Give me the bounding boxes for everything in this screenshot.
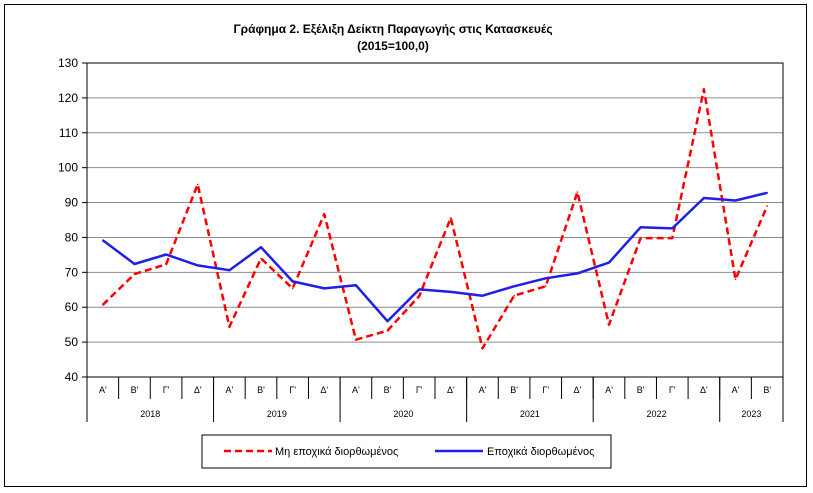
y-tick-label: 120 [58,91,78,105]
x-tick-label: Α' [479,385,487,395]
data-point-seasonal [544,277,547,280]
year-label: 2019 [267,409,287,419]
data-point-seasonal [323,287,326,290]
x-tick-label: Α' [99,385,107,395]
data-point-seasonal [639,226,642,229]
x-tick-label: Δ' [573,385,581,395]
legend-label-seasonal: Εποχικά διορθωμένος [487,446,594,458]
data-point-non-seasonal [513,294,515,297]
data-point-non-seasonal [450,217,452,219]
data-point-seasonal [671,227,674,230]
data-point-seasonal [196,264,199,267]
data-point-non-seasonal [386,329,389,332]
data-point-non-seasonal [766,205,768,207]
x-tick-label: Δ' [320,385,328,395]
chart-title: Γράφημα 2. Εξέλιξη Δείκτη Παραγωγής στις… [233,22,552,36]
data-point-seasonal [576,272,579,275]
x-tick-label: Β' [637,385,645,395]
series-lines [101,87,769,350]
data-point-non-seasonal [355,338,357,341]
series-line-non-seasonal [101,87,769,350]
data-point-seasonal [703,197,705,199]
axes [86,62,784,378]
data-point-seasonal [513,285,515,288]
chart-frame: Γράφημα 2. Εξέλιξη Δείκτη Παραγωγής στις… [4,4,807,487]
data-point-non-seasonal [639,237,642,239]
data-point-non-seasonal [260,257,262,260]
chart-subtitle: (2015=100,0) [357,39,429,53]
year-label: 2023 [741,409,761,419]
y-tick-label: 100 [58,161,78,175]
data-point-non-seasonal [133,273,136,275]
y-tick-label: 90 [65,196,79,210]
legend-label-non-seasonal: Μη εποχικά διορθωμένος [275,446,398,458]
data-point-seasonal [355,284,357,287]
data-point-seasonal [481,294,484,297]
x-tick-label: Δ' [700,385,708,395]
data-point-seasonal [418,288,420,291]
y-tick-label: 60 [65,300,79,314]
data-point-non-seasonal [576,191,579,193]
x-tick-label: Α' [732,385,740,395]
y-tick-label: 50 [65,335,79,349]
data-point-non-seasonal [102,303,104,306]
x-tick-label: Β' [763,385,771,395]
data-point-seasonal [608,261,610,264]
data-point-non-seasonal [734,278,737,281]
data-point-non-seasonal [671,237,674,239]
data-point-seasonal [450,291,452,293]
data-point-non-seasonal [323,213,326,215]
x-tick-label: Γ' [163,385,170,395]
data-point-seasonal [133,263,136,265]
x-tick-label: Β' [257,385,265,395]
y-tick-label: 70 [65,265,79,279]
y-tick-label: 110 [59,126,78,140]
year-label: 2021 [520,409,540,419]
x-tick-label: Γ' [416,385,423,395]
data-point-seasonal [291,280,294,283]
data-point-seasonal [734,199,737,202]
data-point-non-seasonal [165,263,167,266]
plot-area-border [86,62,784,378]
legend: Μη εποχικά διορθωμένος Εποχικά διορθωμέν… [201,434,612,469]
data-point-non-seasonal [703,88,705,90]
x-tick-label: Α' [352,385,360,395]
data-point-seasonal [165,253,167,256]
x-tick-label: Γ' [542,385,549,395]
x-tick-label: Α' [225,385,233,395]
data-point-non-seasonal [481,347,484,350]
data-point-non-seasonal [418,295,420,297]
series-line-seasonal [102,191,768,323]
x-tick-label: Β' [510,385,518,395]
data-point-non-seasonal [228,325,231,328]
year-label: 2022 [646,409,666,419]
data-point-non-seasonal [544,285,547,288]
data-point-non-seasonal [291,287,294,290]
x-tick-label: Γ' [669,385,676,395]
x-tick-label: Β' [384,385,392,395]
x-tick-label: Γ' [289,385,296,395]
y-tick-label: 80 [65,230,79,244]
y-axis-ticks: 40 50 60 70 80 90 100 110 120 130 [58,56,87,384]
data-point-non-seasonal [608,323,610,326]
data-point-seasonal [228,269,231,272]
data-point-seasonal [766,191,768,194]
x-tick-label: Α' [605,385,613,395]
data-point-seasonal [260,246,262,249]
x-tick-label: Δ' [447,385,455,395]
x-axis-ticks: Α' Β' Γ' Δ' Α' Β' Γ' Δ' Α' Β' Γ' Δ' Α' Β' Γ' Δ' Α' Β' Γ' Δ'… [86,377,784,422]
x-tick-label: Β' [131,385,139,395]
data-point-seasonal [386,320,389,322]
year-label: 2018 [140,409,160,419]
data-point-seasonal [102,239,104,242]
y-tick-label: 130 [58,56,78,70]
x-tick-label: Δ' [194,385,202,395]
data-point-non-seasonal [196,183,199,186]
chart: Γράφημα 2. Εξέλιξη Δείκτη Παραγωγής στις… [58,22,784,469]
y-tick-label: 40 [65,370,79,384]
year-label: 2020 [393,409,413,419]
